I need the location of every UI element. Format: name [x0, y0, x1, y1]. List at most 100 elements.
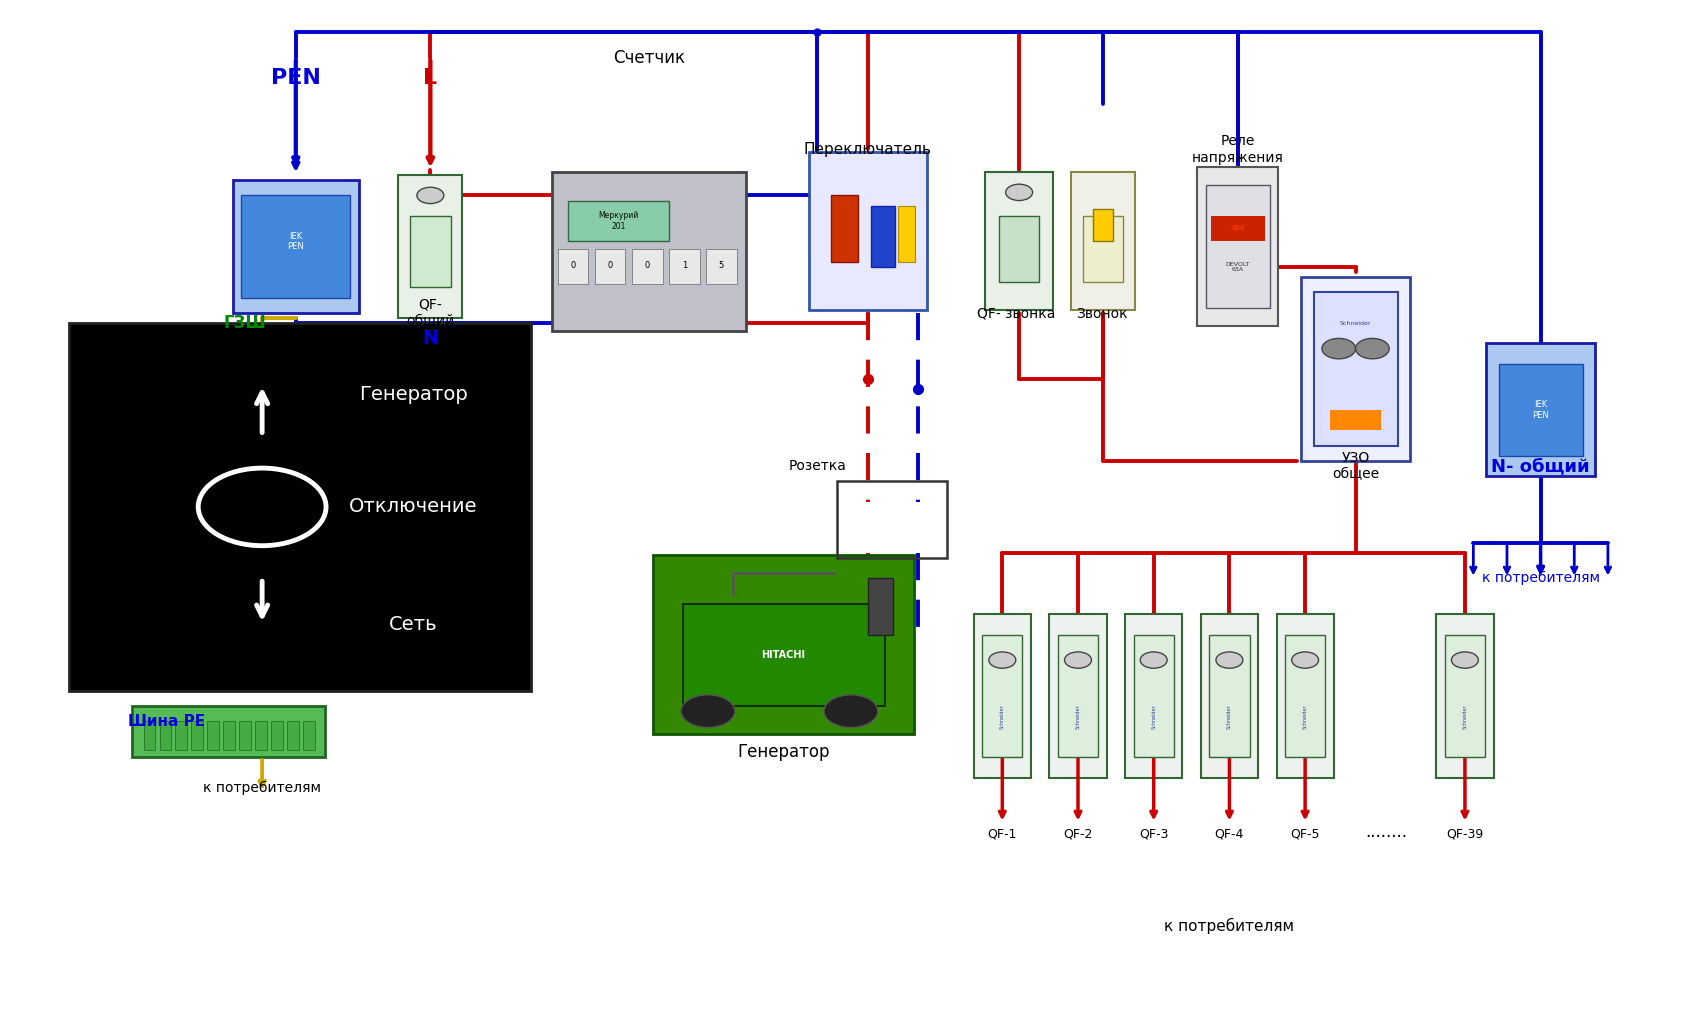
Bar	[831, 196, 858, 262]
Circle shape	[1141, 652, 1168, 669]
Text: Реле
напряжения: Реле напряжения	[1191, 134, 1284, 165]
Bar	[1126, 614, 1183, 777]
Text: Шина PE: Шина PE	[128, 714, 206, 729]
Text: HITACHI: HITACHI	[762, 650, 805, 660]
Text: Генератор: Генератор	[738, 743, 831, 761]
Bar	[131, 706, 325, 757]
Text: IEK
PEN: IEK PEN	[288, 231, 305, 251]
Text: Schneider: Schneider	[999, 703, 1004, 728]
Text: PEN: PEN	[271, 68, 320, 88]
Bar	[175, 721, 187, 750]
Bar	[143, 721, 155, 750]
Bar	[409, 216, 450, 288]
Circle shape	[1065, 652, 1092, 669]
Bar	[1286, 635, 1326, 757]
Bar	[898, 206, 915, 262]
Circle shape	[1292, 652, 1319, 669]
Text: УЗО
общее: УЗО общее	[1333, 451, 1378, 481]
Bar	[241, 196, 350, 298]
Bar	[558, 249, 588, 285]
Bar	[1301, 278, 1410, 461]
Text: 0: 0	[571, 261, 576, 270]
Bar	[1198, 167, 1279, 326]
Circle shape	[681, 695, 735, 727]
Bar	[1498, 364, 1582, 456]
Bar	[1436, 614, 1493, 777]
Text: QF- звонка: QF- звонка	[977, 307, 1055, 321]
Bar	[1486, 343, 1596, 476]
Bar	[632, 249, 662, 285]
Bar	[303, 721, 315, 750]
Bar	[871, 206, 895, 267]
Bar	[1277, 614, 1335, 777]
Bar	[1050, 614, 1107, 777]
Bar	[271, 721, 283, 750]
Text: Счетчик: Счетчик	[613, 48, 686, 67]
Bar	[233, 180, 359, 313]
Bar	[595, 249, 625, 285]
Text: Переключатель: Переключатель	[804, 142, 932, 157]
Bar	[1212, 216, 1265, 242]
Text: N: N	[423, 329, 438, 348]
Text: L: L	[423, 68, 438, 88]
Text: 0: 0	[608, 261, 613, 270]
Text: QF-3: QF-3	[1139, 827, 1168, 840]
Bar	[69, 324, 531, 691]
Text: QF-
общий: QF- общий	[406, 298, 455, 328]
Bar	[553, 172, 746, 331]
Text: Schneider: Schneider	[1303, 703, 1308, 728]
Bar	[224, 721, 236, 750]
Bar	[398, 175, 462, 318]
Bar	[1331, 410, 1380, 430]
Circle shape	[1217, 652, 1244, 669]
Bar	[706, 249, 736, 285]
Bar	[809, 152, 927, 310]
Text: 888: 888	[1232, 225, 1245, 231]
Bar	[207, 721, 219, 750]
Bar	[239, 721, 251, 750]
Bar	[868, 579, 893, 635]
Text: Отключение: Отключение	[349, 498, 479, 516]
Bar	[986, 172, 1053, 310]
Text: Генератор: Генератор	[359, 385, 468, 404]
Circle shape	[1006, 184, 1033, 201]
Bar	[1058, 635, 1099, 757]
Circle shape	[1355, 338, 1388, 358]
Text: DEVOLT
63A: DEVOLT 63A	[1225, 261, 1250, 272]
Text: Контур заземления: Контур заземления	[108, 371, 121, 500]
Bar	[1206, 185, 1270, 308]
Text: QF-5: QF-5	[1291, 827, 1319, 840]
Text: N- общий: N- общий	[1491, 457, 1591, 475]
Text: Schneider: Schneider	[1151, 703, 1156, 728]
Text: к потребителям: к потребителям	[1481, 571, 1599, 586]
Text: ГЗШ: ГЗШ	[224, 314, 266, 332]
Text: Schneider: Schneider	[1227, 703, 1232, 728]
Bar	[837, 481, 947, 558]
Text: 5: 5	[719, 261, 725, 270]
Circle shape	[1323, 338, 1355, 358]
Bar	[974, 614, 1031, 777]
Bar	[1134, 635, 1174, 757]
Bar	[568, 201, 669, 242]
Text: Schneider: Schneider	[1463, 703, 1468, 728]
Text: Schneider: Schneider	[1340, 321, 1372, 326]
Circle shape	[416, 187, 443, 204]
Circle shape	[989, 652, 1016, 669]
Circle shape	[824, 695, 878, 727]
Bar	[1314, 293, 1397, 445]
Text: ........: ........	[1365, 822, 1407, 841]
Text: Schneider: Schneider	[1075, 703, 1080, 728]
Text: к потребителям: к потребителям	[204, 780, 322, 795]
Bar	[654, 555, 913, 734]
Bar	[256, 721, 268, 750]
Bar	[192, 721, 204, 750]
Bar	[1210, 635, 1250, 757]
Text: QF-1: QF-1	[987, 827, 1018, 840]
Bar	[160, 721, 172, 750]
Text: IEK
PEN: IEK PEN	[1532, 400, 1549, 420]
Bar	[982, 635, 1023, 757]
Bar	[1201, 614, 1259, 777]
Text: QF-39: QF-39	[1446, 827, 1483, 840]
Bar	[1094, 209, 1114, 242]
Bar	[1072, 172, 1136, 310]
